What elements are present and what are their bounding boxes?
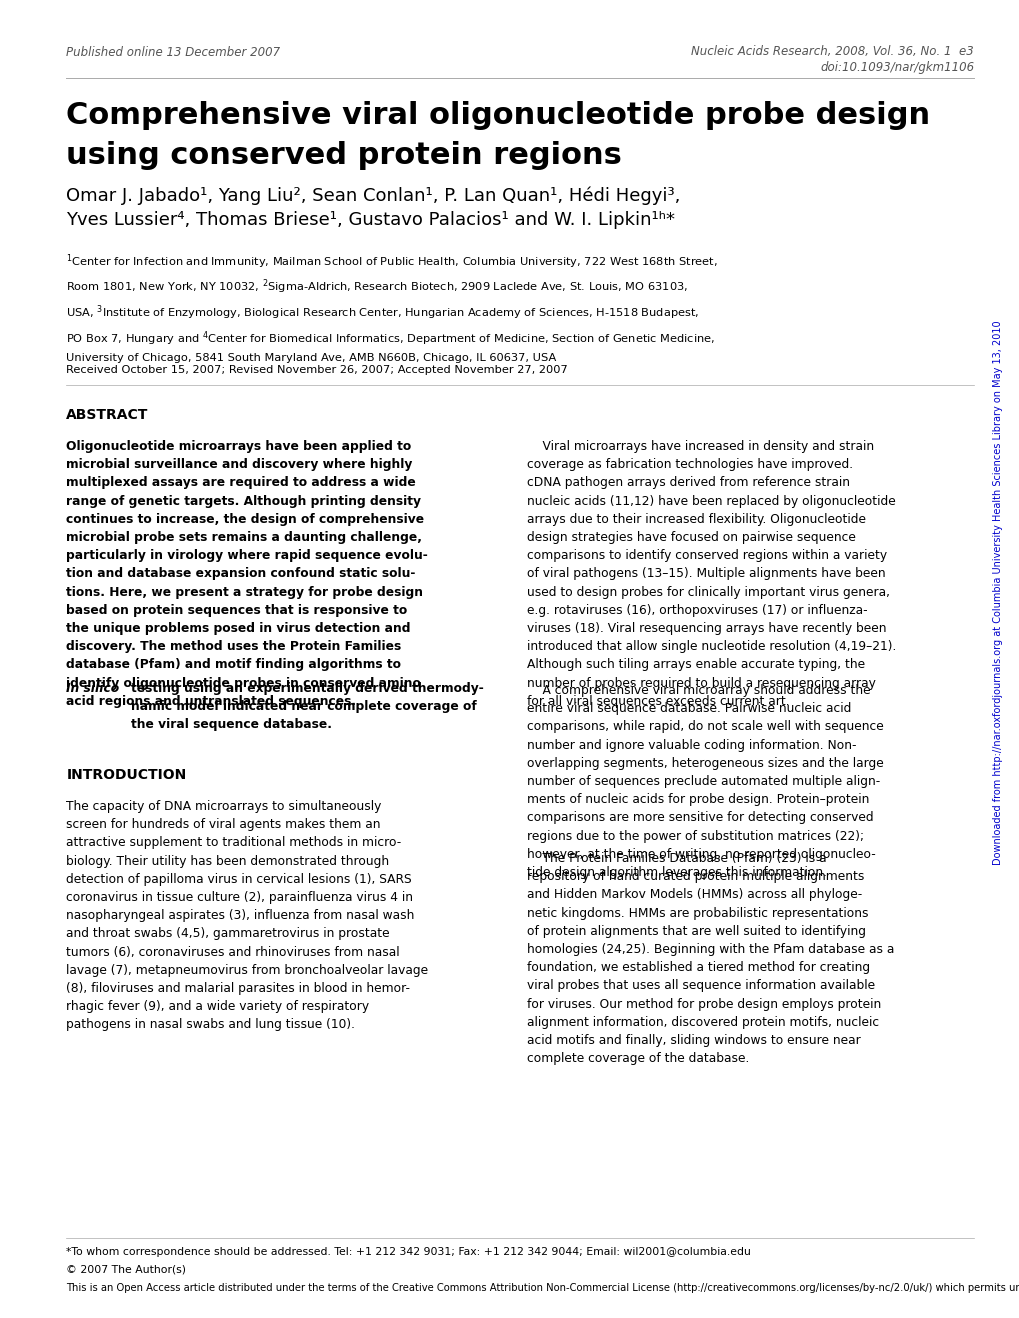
Text: Oligonucleotide microarrays have been applied to
microbial surveillance and disc: Oligonucleotide microarrays have been ap… (66, 440, 428, 708)
Text: The capacity of DNA microarrays to simultaneously
screen for hundreds of viral a: The capacity of DNA microarrays to simul… (66, 800, 428, 1032)
Text: The Protein Families Database (Pfam) (23) is a
repository of hand curated protei: The Protein Families Database (Pfam) (23… (527, 851, 894, 1065)
Text: doi:10.1093/nar/gkm1106: doi:10.1093/nar/gkm1106 (819, 62, 973, 75)
Text: $^1$Center for Infection and Immunity, Mailman School of Public Health, Columbia: $^1$Center for Infection and Immunity, M… (66, 252, 717, 362)
Text: In silico: In silico (66, 681, 119, 695)
Text: Received October 15, 2007; Revised November 26, 2007; Accepted November 27, 2007: Received October 15, 2007; Revised Novem… (66, 365, 568, 376)
Text: This is an Open Access article distributed under the terms of the Creative Commo: This is an Open Access article distribut… (66, 1282, 1019, 1293)
Text: Omar J. Jabado¹, Yang Liu², Sean Conlan¹, P. Lan Quan¹, Hédi Hegyi³,: Omar J. Jabado¹, Yang Liu², Sean Conlan¹… (66, 187, 680, 206)
Text: A comprehensive viral microarray should address the
entire viral sequence databa: A comprehensive viral microarray should … (527, 684, 883, 879)
Text: using conserved protein regions: using conserved protein regions (66, 141, 622, 170)
Text: Comprehensive viral oligonucleotide probe design: Comprehensive viral oligonucleotide prob… (66, 100, 929, 129)
Text: *To whom correspondence should be addressed. Tel: +1 212 342 9031; Fax: +1 212 3: *To whom correspondence should be addres… (66, 1247, 750, 1257)
Text: testing using an experimentally derived thermody-
namic model indicated near com: testing using an experimentally derived … (130, 681, 483, 731)
Text: Yves Lussier⁴, Thomas Briese¹, Gustavo Palacios¹ and W. I. Lipkin¹ʰ*: Yves Lussier⁴, Thomas Briese¹, Gustavo P… (66, 211, 675, 229)
Text: Published online 13 December 2007: Published online 13 December 2007 (66, 46, 280, 58)
Text: Nucleic Acids Research, 2008, Vol. 36, No. 1  e3: Nucleic Acids Research, 2008, Vol. 36, N… (691, 46, 973, 58)
Text: ABSTRACT: ABSTRACT (66, 409, 149, 422)
Text: © 2007 The Author(s): © 2007 The Author(s) (66, 1265, 186, 1275)
Text: INTRODUCTION: INTRODUCTION (66, 768, 186, 782)
Text: Downloaded from http://nar.oxfordjournals.org at Columbia University Health Scie: Downloaded from http://nar.oxfordjournal… (991, 320, 1002, 866)
Text: Viral microarrays have increased in density and strain
coverage as fabrication t: Viral microarrays have increased in dens… (527, 440, 896, 708)
